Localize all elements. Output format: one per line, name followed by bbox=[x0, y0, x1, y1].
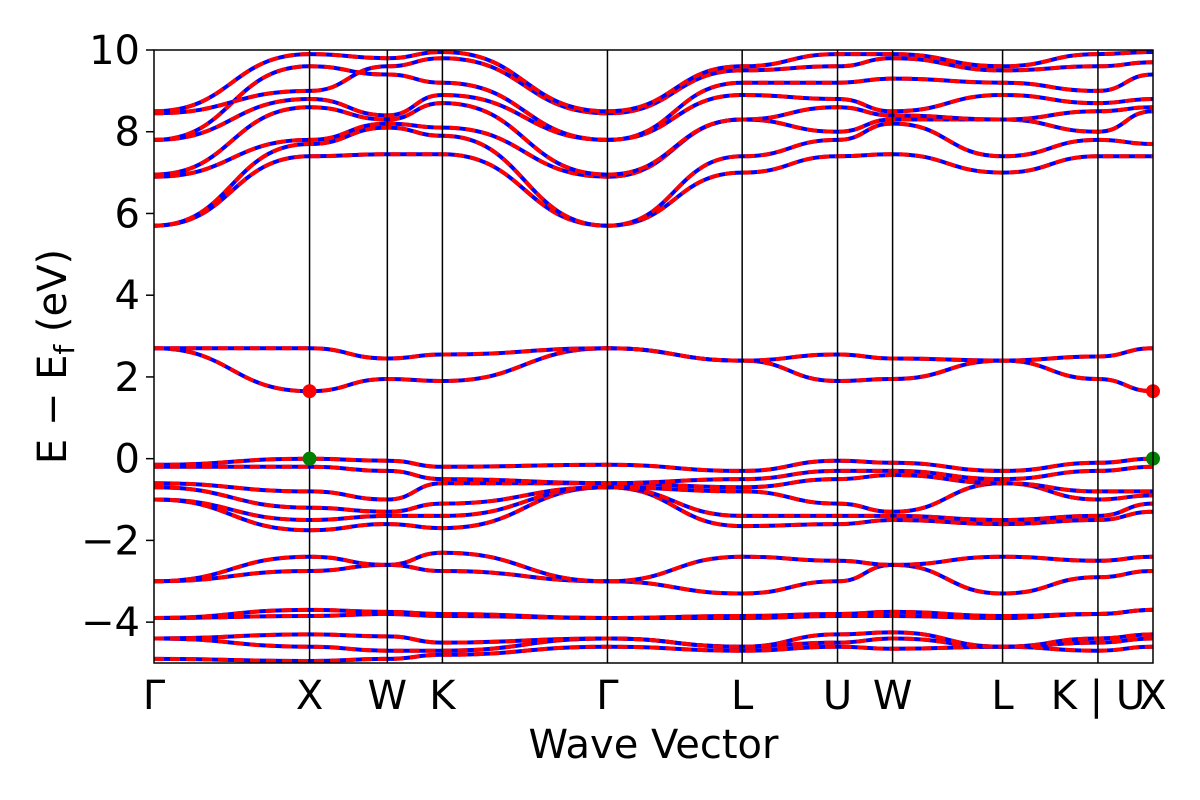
x-tick-label: X bbox=[1139, 673, 1166, 719]
y-axis-label-subscript: f bbox=[48, 344, 81, 355]
band-spin-up bbox=[154, 630, 1153, 649]
y-tick-label: 4 bbox=[115, 273, 140, 319]
x-tick-label: K bbox=[429, 673, 457, 719]
x-tick-label: Γ bbox=[596, 673, 619, 719]
x-tick-label: U bbox=[823, 673, 852, 719]
band-spin-up bbox=[154, 485, 1153, 523]
x-tick-label: L bbox=[991, 673, 1014, 719]
band-spin-up bbox=[154, 464, 1153, 486]
x-tick-label: L bbox=[731, 673, 754, 719]
y-tick-label: 2 bbox=[115, 355, 140, 401]
y-axis-label-unit: (eV) bbox=[30, 249, 76, 345]
cbm-point bbox=[302, 384, 317, 399]
y-tick-label: −2 bbox=[81, 518, 140, 564]
y-tick-label: 0 bbox=[115, 437, 140, 483]
band-spin-up bbox=[154, 456, 1153, 473]
band-spin-up bbox=[154, 101, 1153, 177]
x-tick-label: K | U bbox=[1051, 673, 1145, 719]
band-spin-up bbox=[154, 562, 1153, 596]
kpath-lines bbox=[308, 50, 1099, 663]
y-axis-label-main: E − E bbox=[30, 355, 76, 465]
band-spin-up bbox=[154, 64, 1153, 142]
y-axis-label: E − Ef (eV) bbox=[30, 249, 81, 464]
x-tick-label: W bbox=[873, 673, 913, 719]
band-spin-up bbox=[154, 550, 1153, 584]
y-axis: −4 −2 0 2 4 6 8 10 bbox=[81, 28, 154, 646]
y-tick-label: 10 bbox=[89, 28, 140, 74]
y-tick-label: −4 bbox=[81, 600, 140, 646]
vbm-point bbox=[302, 451, 317, 466]
band-spin-up bbox=[154, 121, 1153, 228]
x-tick-label: Γ bbox=[143, 673, 166, 719]
y-tick-label: 6 bbox=[115, 191, 140, 237]
plot-frame bbox=[153, 49, 1154, 664]
band-spin-up bbox=[154, 607, 1153, 621]
y-tick-label: 8 bbox=[115, 110, 140, 156]
band-spin-up bbox=[154, 472, 1153, 502]
x-tick-label: W bbox=[368, 673, 408, 719]
x-axis-label: Wave Vector bbox=[529, 722, 780, 768]
x-tick-label: X bbox=[296, 673, 323, 719]
